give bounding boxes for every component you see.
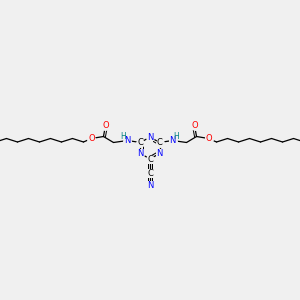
Text: N: N (137, 149, 144, 158)
Text: N: N (156, 149, 163, 158)
Text: O: O (191, 121, 198, 130)
Text: N: N (147, 181, 153, 190)
Text: H: H (174, 132, 179, 141)
Text: N: N (124, 136, 131, 145)
Text: C: C (147, 169, 153, 178)
Text: C: C (147, 154, 153, 164)
Text: H: H (121, 132, 126, 141)
Text: O: O (88, 134, 95, 143)
Text: C: C (137, 138, 143, 147)
Text: N: N (147, 133, 153, 142)
Text: O: O (102, 121, 109, 130)
Text: O: O (205, 134, 212, 143)
Text: C: C (157, 138, 163, 147)
Text: N: N (169, 136, 176, 145)
